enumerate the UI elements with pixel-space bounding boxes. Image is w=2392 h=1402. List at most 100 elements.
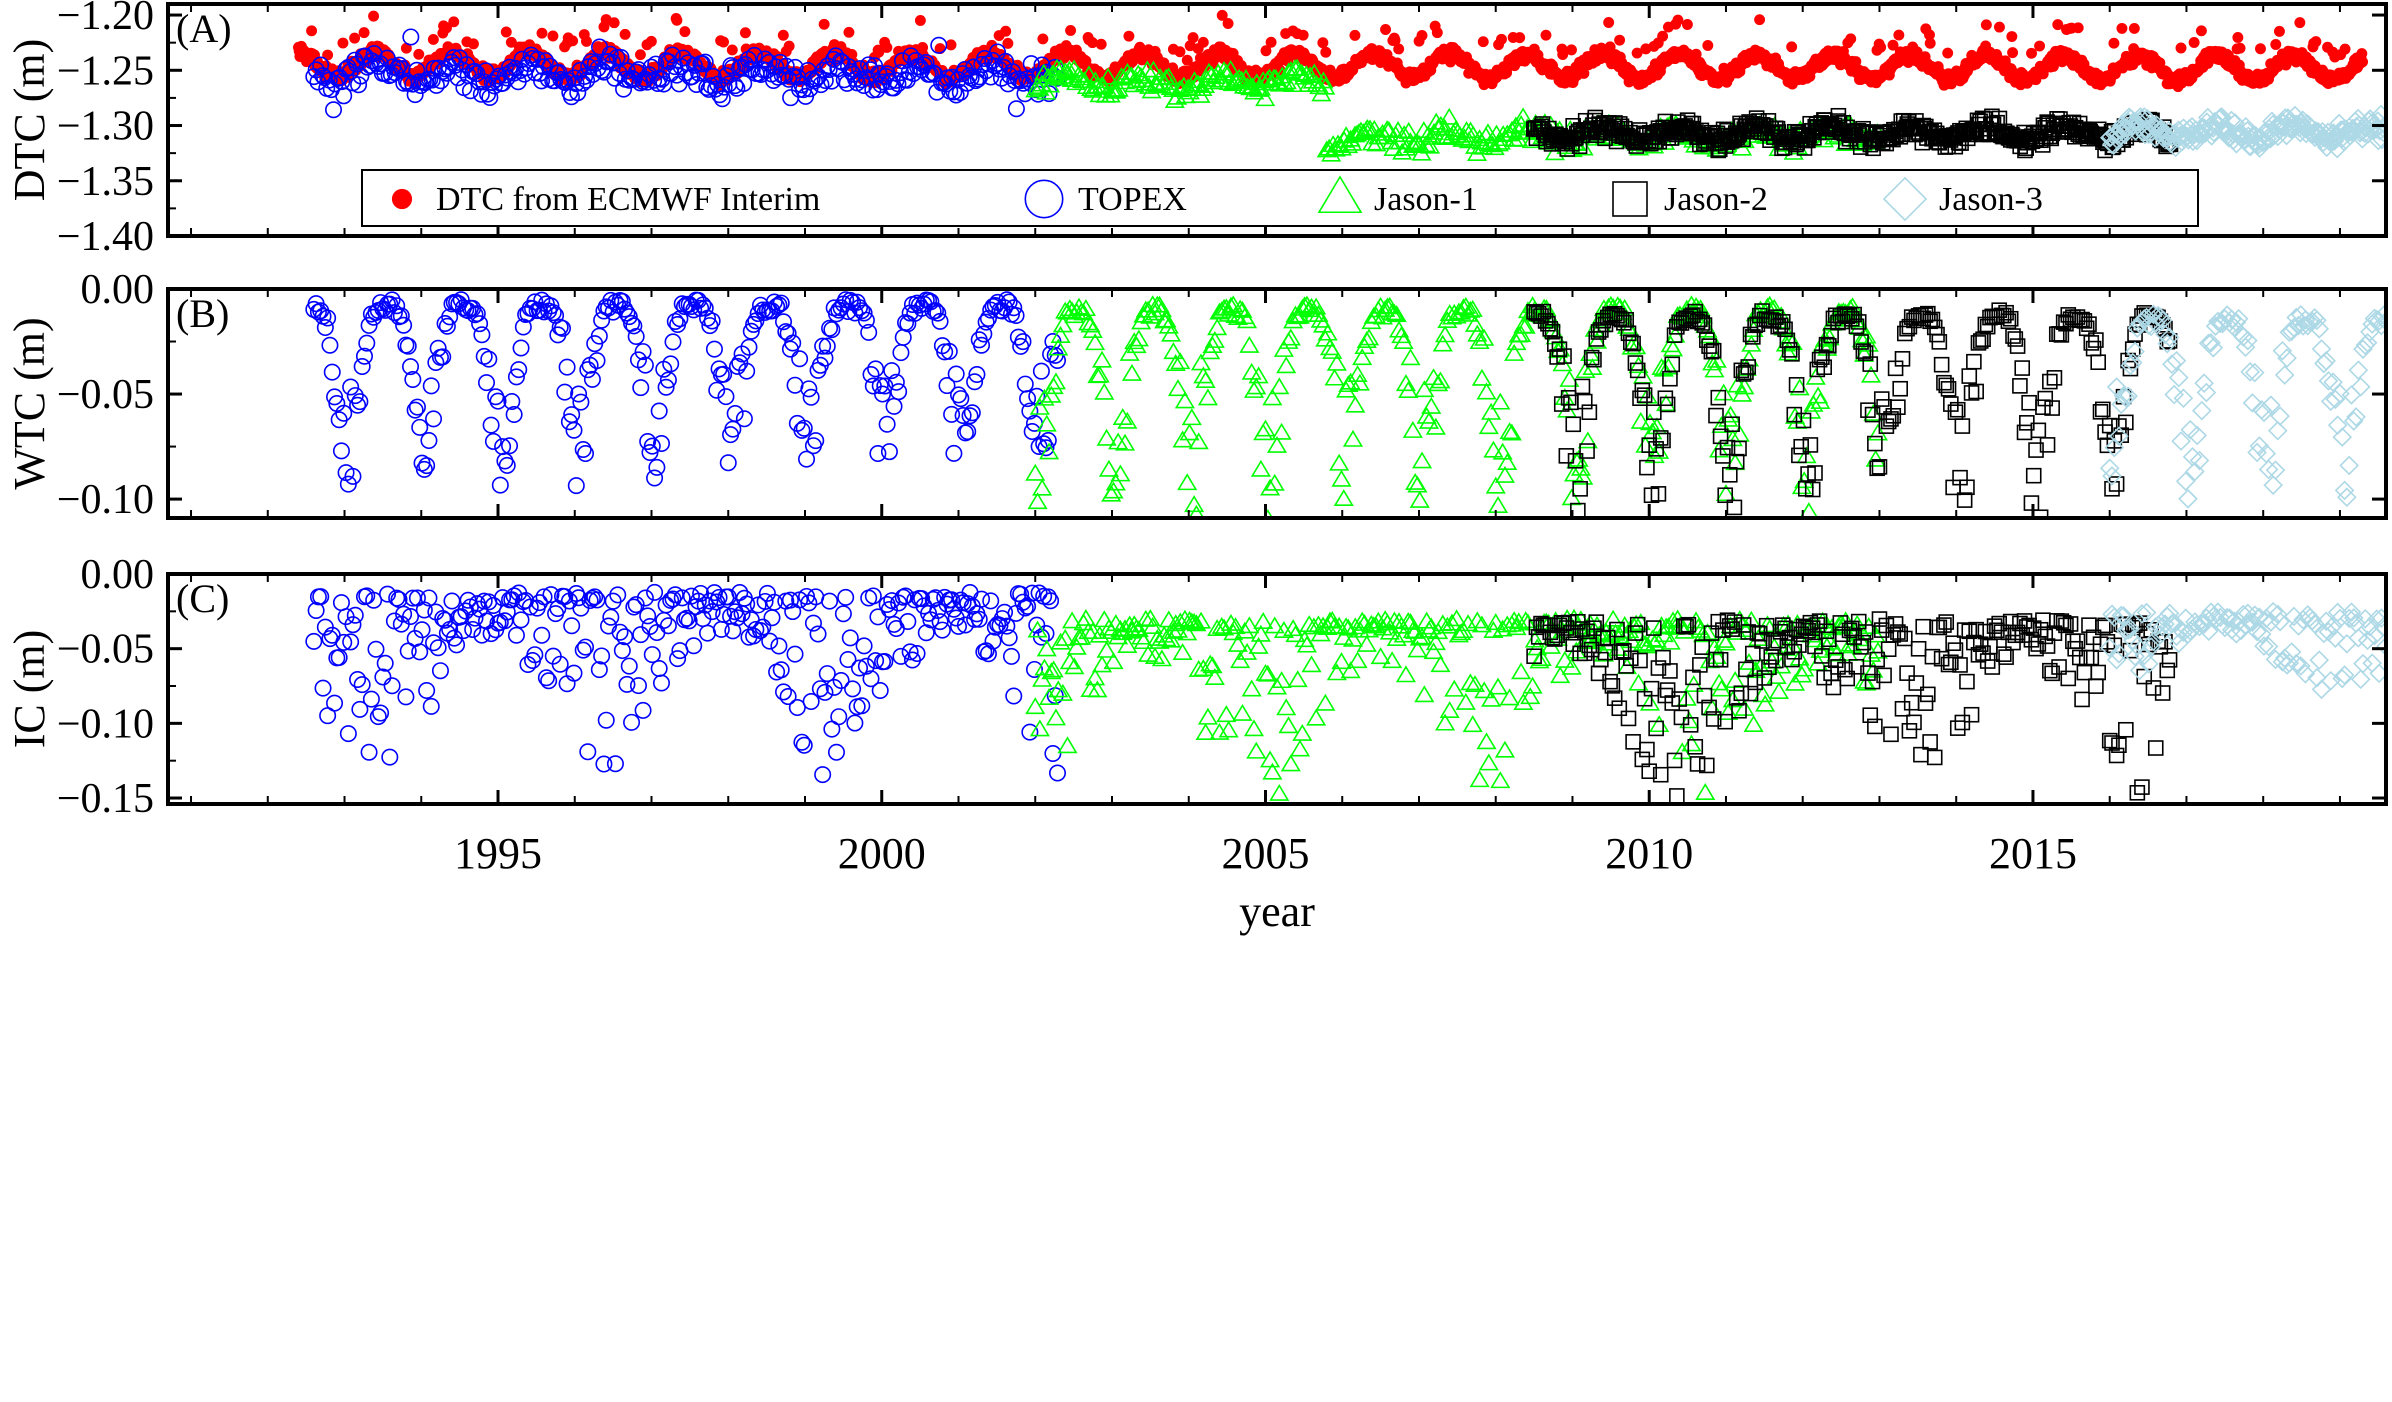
wtc-point-topex <box>498 456 516 474</box>
wtc-point-topex <box>482 416 500 434</box>
wtc-point-topex <box>471 315 489 333</box>
dtc-point-dtc-from-ecmwf-interim <box>1181 54 1193 66</box>
dtc-point-dtc-from-ecmwf-interim <box>1657 30 1669 42</box>
wtc-point-topex <box>652 434 670 452</box>
wtc-point-topex <box>422 377 440 395</box>
dtc-point-dtc-from-ecmwf-interim <box>2026 47 2038 59</box>
wtc-point-jason-1 <box>1032 478 1053 496</box>
legend-label-ecmwf: DTC from ECMWF Interim <box>436 181 820 218</box>
wtc-point-jason-1 <box>1025 463 1046 481</box>
dtc-ylabel: DTC (m) <box>5 39 54 202</box>
wtc-point-topex <box>484 432 502 450</box>
wtc-point-jason-1 <box>1345 395 1366 413</box>
wtc-point-topex <box>353 358 371 376</box>
wtc-point-topex <box>719 454 737 472</box>
wtc-point-jason-1 <box>1331 469 1352 487</box>
wtc-point-jason-1 <box>1091 350 1113 368</box>
wtc-point-topex <box>491 476 509 494</box>
dtc-point-dtc-from-ecmwf-interim <box>1187 32 1199 44</box>
wtc-point-topex <box>1016 375 1034 393</box>
dtc-point-dtc-from-ecmwf-interim <box>1320 46 1332 58</box>
wtc-point-topex <box>973 336 991 354</box>
dtc-point-dtc-from-ecmwf-interim <box>945 39 957 51</box>
wtc-point-jason-1 <box>1476 382 1497 400</box>
dtc-point-dtc-from-ecmwf-interim <box>1893 29 1905 41</box>
dtc-point-topex <box>325 101 343 119</box>
dtc-point-dtc-from-ecmwf-interim <box>1000 25 1012 37</box>
wtc-point-topex <box>429 339 447 357</box>
dtc-point-dtc-from-ecmwf-interim <box>1540 29 1552 41</box>
dtc-point-dtc-from-ecmwf-interim <box>1924 37 1936 49</box>
dtc-point-dtc-from-ecmwf-interim <box>726 44 738 56</box>
wtc-point-jason-1 <box>1177 473 1198 491</box>
wtc-marks <box>305 291 2386 518</box>
wtc-point-jason-1 <box>1262 388 1283 406</box>
wtc-point-topex <box>1014 333 1032 351</box>
wtc-point-topex <box>1032 362 1050 380</box>
dtc-panel-tag: (A) <box>176 6 232 51</box>
wtc-point-topex <box>577 445 595 463</box>
dtc-point-dtc-from-ecmwf-interim <box>1942 47 1954 59</box>
wtc-point-topex <box>1009 328 1027 346</box>
wtc-point-jason-1 <box>1402 420 1423 438</box>
dtc-point-dtc-from-ecmwf-interim <box>500 26 512 38</box>
dtc-point-dtc-from-ecmwf-interim <box>873 46 885 58</box>
wtc-point-topex <box>880 443 898 461</box>
wtc-point-topex <box>650 402 668 420</box>
dtc-point-dtc-from-ecmwf-interim <box>818 18 830 30</box>
dtc-point-dtc-from-ecmwf-interim <box>1389 34 1401 46</box>
wtc-point-topex <box>478 374 496 392</box>
dtc-point-dtc-from-ecmwf-interim <box>581 35 592 47</box>
dtc-point-dtc-from-ecmwf-interim <box>1317 37 1329 49</box>
wtc-point-topex <box>705 340 723 358</box>
wtc-point-topex <box>648 458 666 476</box>
wtc-point-topex <box>646 469 664 487</box>
wtc-point-jason-1 <box>1400 348 1421 366</box>
dtc-point-dtc-from-ecmwf-interim <box>1578 67 1590 79</box>
wtc-point-topex <box>807 432 825 450</box>
dtc-point-dtc-from-ecmwf-interim <box>2232 31 2244 43</box>
dtc-point-dtc-from-ecmwf-interim <box>358 27 370 39</box>
dtc-point-dtc-from-ecmwf-interim <box>536 27 548 39</box>
dtc-point-topex <box>1007 100 1025 118</box>
wtc-point-topex <box>786 376 804 394</box>
dtc-point-dtc-from-ecmwf-interim <box>413 48 425 60</box>
dtc-point-dtc-from-ecmwf-interim <box>1924 29 1935 41</box>
wtc-point-topex <box>316 319 334 337</box>
dtc-point-dtc-from-ecmwf-interim <box>448 16 460 28</box>
wtc-point-topex <box>945 444 963 462</box>
dtc-point-dtc-from-ecmwf-interim <box>2339 43 2351 55</box>
dtc-point-dtc-from-ecmwf-interim <box>1681 19 1693 30</box>
dtc-point-dtc-from-ecmwf-interim <box>1265 36 1277 48</box>
wtc-point-topex <box>411 418 429 436</box>
wtc-point-jason-1 <box>1114 433 1136 451</box>
dtc-point-dtc-from-ecmwf-interim <box>2007 47 2019 59</box>
dtc-point-dtc-from-ecmwf-interim <box>1875 41 1887 53</box>
wtc-point-topex <box>395 316 413 334</box>
wtc-point-jason-1 <box>1250 459 1271 477</box>
wtc-point-topex <box>632 379 650 397</box>
dtc-point-dtc-from-ecmwf-interim <box>1754 14 1766 26</box>
dtc-point-dtc-from-ecmwf-interim <box>2310 36 2322 48</box>
dtc-point-dtc-from-ecmwf-interim <box>634 49 646 61</box>
wtc-point-topex <box>420 432 438 450</box>
dtc-point-dtc-from-ecmwf-interim <box>505 36 517 48</box>
wtc-point-topex <box>512 339 530 357</box>
dtc-point-dtc-from-ecmwf-interim <box>1614 34 1626 46</box>
wtc-point-jason-1 <box>1094 382 1115 400</box>
wtc-point-topex <box>703 312 721 330</box>
wtc-point-topex <box>791 350 809 368</box>
dtc-point-dtc-from-ecmwf-interim <box>619 28 631 40</box>
dtc-point-dtc-from-ecmwf-interim <box>1095 38 1107 50</box>
wtc-point-jason-1 <box>1485 476 1506 494</box>
wtc-point-topex <box>885 397 903 415</box>
wtc-point-topex <box>480 350 498 368</box>
dtc-ytick-label: −1.30 <box>57 104 154 150</box>
dtc-point-dtc-from-ecmwf-interim <box>1431 27 1443 39</box>
dtc-ytick-label: −1.40 <box>57 214 154 260</box>
dtc-point-dtc-from-ecmwf-interim <box>2116 22 2128 34</box>
wtc-point-jason-1 <box>1117 411 1138 429</box>
dtc-point-dtc-from-ecmwf-interim <box>1216 9 1228 21</box>
panel-dtc: −1.40−1.35−1.30−1.25−1.20 DTC (m) (A) DT… <box>5 0 2388 260</box>
dtc-point-dtc-from-ecmwf-interim <box>1174 46 1186 58</box>
